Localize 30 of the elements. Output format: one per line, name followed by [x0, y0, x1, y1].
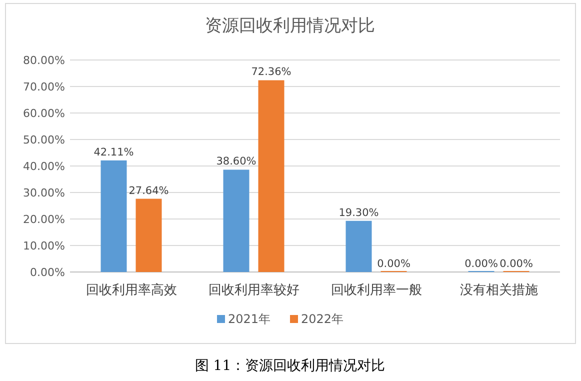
x-tick-label: 回收利用率高效 — [86, 282, 177, 298]
y-tick-label: 60.00% — [23, 107, 65, 120]
y-tick-label: 50.00% — [23, 134, 65, 146]
data-label: 19.30% — [338, 206, 379, 219]
bar — [136, 198, 162, 272]
x-tick-label: 回收利用率一般 — [330, 282, 422, 298]
bar — [223, 170, 250, 272]
y-tick-label: 40.00% — [23, 160, 65, 173]
data-label: 0.00% — [464, 258, 498, 270]
x-tick-label: 没有相关措施 — [460, 283, 538, 298]
chart-title: 资源回收利用情况对比 — [205, 16, 375, 36]
y-tick-label: 80.00% — [23, 54, 65, 67]
bar — [258, 80, 284, 272]
y-tick-label: 30.00% — [23, 186, 65, 200]
bar — [100, 160, 127, 272]
data-label: 0.00% — [500, 258, 533, 270]
y-tick-label: 20.00% — [23, 213, 65, 226]
data-label: 27.64% — [128, 184, 169, 197]
data-label: 72.36% — [251, 66, 292, 78]
y-tick-label: 0.00% — [30, 266, 65, 279]
data-label: 38.60% — [216, 156, 256, 168]
x-tick-label: 回收利用率较好 — [208, 282, 300, 298]
data-label: 0.00% — [377, 258, 410, 270]
data-label: 42.11% — [94, 146, 134, 158]
legend-label: 2021年 — [228, 312, 271, 326]
y-tick-label: 10.00% — [23, 240, 65, 252]
caption: 图 11：资源回收利用情况对比 — [194, 358, 386, 374]
y-tick-label: 70.00% — [23, 80, 65, 94]
legend-label: 2022年 — [301, 312, 344, 326]
bar — [346, 220, 372, 272]
